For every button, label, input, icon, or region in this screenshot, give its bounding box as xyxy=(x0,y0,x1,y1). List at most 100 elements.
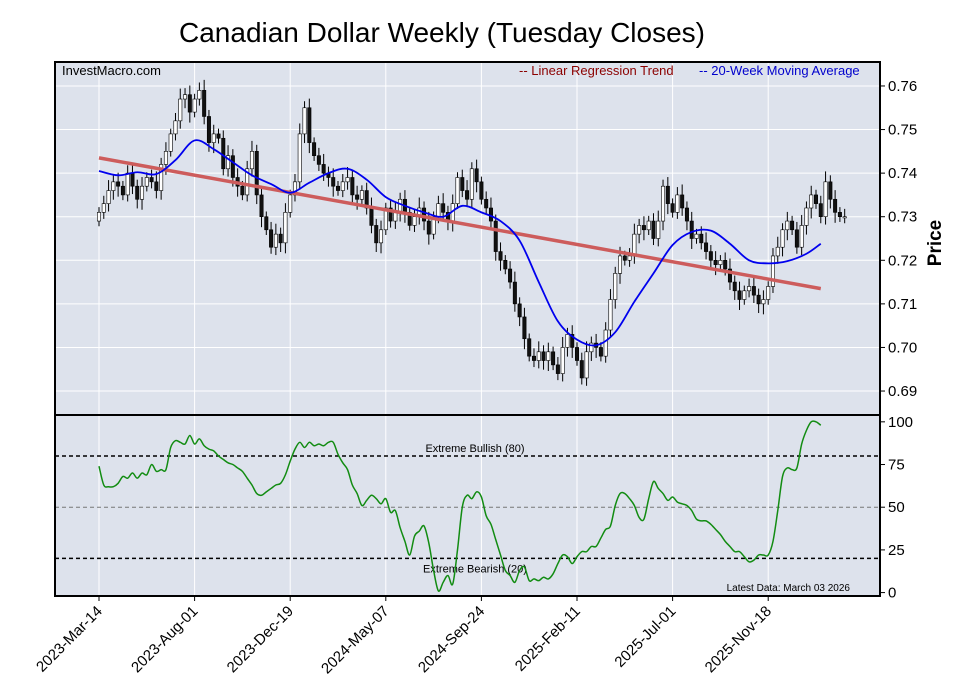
candle-body xyxy=(249,151,254,170)
candle-body xyxy=(412,216,417,226)
reference-line-label: Extreme Bullish (80) xyxy=(425,443,524,455)
candle-body xyxy=(264,216,269,231)
candle-body xyxy=(756,294,761,305)
candle-body xyxy=(833,198,838,213)
candle-body xyxy=(187,94,192,113)
candle-body xyxy=(579,360,584,379)
strength-tick-label: 50 xyxy=(888,499,905,516)
candle-body xyxy=(713,259,718,265)
candle-body xyxy=(737,290,742,300)
candle-body xyxy=(269,229,274,248)
candle-body xyxy=(130,172,135,187)
candle-body xyxy=(101,203,106,213)
candle-body xyxy=(517,303,522,318)
price-candles xyxy=(97,79,847,386)
moving-average-line xyxy=(98,139,822,347)
candle-body xyxy=(111,181,116,191)
candle-body xyxy=(508,268,513,283)
legend-trend-label: -- Linear Regression Trend xyxy=(519,63,674,78)
candle-body xyxy=(608,299,613,331)
candle-body xyxy=(546,351,551,361)
x-tick-label: 2023-Dec-19 xyxy=(224,603,297,676)
x-tick-label: 2025-Jul-01 xyxy=(611,603,679,671)
candle-body xyxy=(455,177,460,204)
candle-body xyxy=(661,185,666,222)
grid-lines xyxy=(55,62,880,596)
candle-body xyxy=(622,255,627,261)
candle-body xyxy=(307,107,312,143)
candle-body xyxy=(173,120,178,135)
date-axis-ticks: 2023-Mar-14 2023-Aug-01 2023-Dec-19 2024-Ma… xyxy=(33,596,775,677)
candle-body xyxy=(230,155,235,178)
candle-body xyxy=(589,342,594,353)
candle-body xyxy=(469,168,474,200)
candle-body xyxy=(675,194,680,213)
candle-body xyxy=(536,351,541,361)
candle-body xyxy=(259,194,264,218)
strength-tick-label: 100 xyxy=(888,414,913,431)
price-tick-label: 0.72 xyxy=(888,252,917,269)
candle-body xyxy=(656,220,661,239)
x-tick-label: 2025-Feb-11 xyxy=(512,603,584,675)
candle-body xyxy=(474,168,479,183)
candle-body xyxy=(178,98,183,122)
candle-body xyxy=(202,90,207,117)
candle-body xyxy=(694,233,699,239)
candle-body xyxy=(278,233,283,244)
candle-body xyxy=(374,225,379,244)
strength-tick-label: 25 xyxy=(888,542,905,559)
candle-body xyxy=(747,286,752,292)
candle-body xyxy=(498,251,503,261)
candle-body xyxy=(584,351,589,379)
price-tick-label: 0.74 xyxy=(888,165,917,182)
candle-body xyxy=(226,155,231,170)
candle-body xyxy=(627,255,632,261)
candle-body xyxy=(727,268,732,283)
candle-body xyxy=(641,225,646,231)
candle-body xyxy=(116,181,121,187)
candle-body xyxy=(823,181,828,218)
candle-body xyxy=(120,185,125,196)
price-tick-label: 0.71 xyxy=(888,296,917,313)
candle-body xyxy=(565,334,570,348)
candle-body xyxy=(708,251,713,261)
candle-body xyxy=(751,286,756,296)
candle-body xyxy=(598,347,603,357)
candle-body xyxy=(842,216,847,219)
candle-body xyxy=(288,194,293,213)
candle-body xyxy=(302,107,307,135)
candle-body xyxy=(398,198,403,213)
candle-body xyxy=(283,212,288,244)
candle-body xyxy=(699,233,704,244)
candle-body xyxy=(192,98,197,113)
candle-body xyxy=(646,220,651,231)
candle-body xyxy=(766,286,771,300)
candle-body xyxy=(799,225,804,248)
candle-body xyxy=(531,355,536,361)
candle-body xyxy=(240,185,245,196)
candle-body xyxy=(379,229,384,244)
candle-body xyxy=(388,207,393,222)
price-tick-label: 0.73 xyxy=(888,209,917,226)
candle-body xyxy=(245,168,250,196)
candle-body xyxy=(345,177,350,183)
candle-body xyxy=(484,198,489,209)
candle-body xyxy=(216,133,221,139)
price-axis-ticks: 0.76 0.75 0.74 0.73 0.72 0.71 0.70 0.69 xyxy=(880,78,917,400)
candle-body xyxy=(818,203,823,218)
candle-body xyxy=(297,133,302,183)
source-label: InvestMacro.com xyxy=(62,63,161,78)
strength-axis-ticks: 100 75 50 25 0 xyxy=(880,414,913,602)
candle-body xyxy=(613,273,618,300)
candle-body xyxy=(426,220,431,235)
strength-panel-border xyxy=(54,414,881,597)
regression-trend-line xyxy=(98,156,822,291)
candle-body xyxy=(761,299,766,305)
candle-body xyxy=(407,212,412,226)
candle-body xyxy=(527,338,532,357)
candle-body xyxy=(704,242,709,252)
candle-body xyxy=(603,329,608,357)
candle-body xyxy=(369,207,374,226)
price-tick-label: 0.70 xyxy=(888,339,917,356)
price-tick-label: 0.69 xyxy=(888,383,917,400)
